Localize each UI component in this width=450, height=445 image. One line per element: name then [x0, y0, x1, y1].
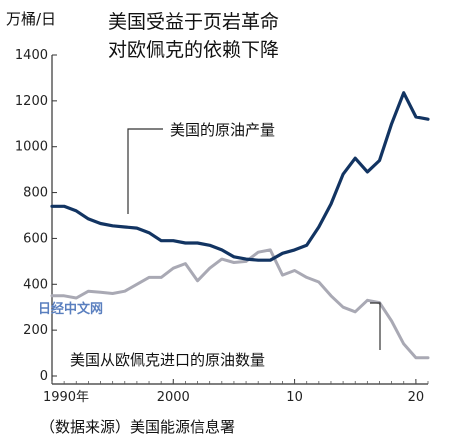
y-tick-label: 1000: [15, 140, 48, 155]
series-line-opec-imports: [50, 248, 430, 360]
y-tick-label: 1200: [15, 94, 48, 109]
annotation-imports: 美国从欧佩克进口的原油数量: [70, 351, 265, 369]
y-tick-label: 800: [23, 186, 48, 201]
series-line-production: [50, 91, 430, 262]
y-tick-label: 200: [23, 323, 48, 338]
x-tick-label: 10: [286, 390, 303, 405]
annotation-layer: 美国的原油产量 美国从欧佩克进口的原油数量: [70, 121, 381, 369]
source-note: （数据来源）美国能源信息署: [40, 418, 235, 436]
annotation-leader-imports: [370, 302, 381, 350]
chart-title-line-2: 对欧佩克的依赖下降: [108, 39, 279, 61]
y-tick-label: 400: [23, 277, 48, 292]
x-tick-label: 2000: [157, 390, 190, 405]
x-tick-label: 20: [408, 390, 425, 405]
x-tick-label: 1990年: [43, 390, 89, 405]
annotation-production: 美国的原油产量: [170, 121, 275, 139]
y-unit-label: 万桶/日: [6, 10, 56, 28]
axes: 0 200 400 600 800 1000 1200 1400 1990年 2000 10 20: [15, 48, 429, 405]
series-layer: [50, 91, 430, 360]
y-tick-label: 1400: [15, 48, 48, 63]
annotation-leader-production: [127, 128, 163, 214]
chart-title-line-1: 美国受益于页岩革命: [108, 11, 279, 33]
y-tick-label: 600: [23, 231, 48, 246]
watermark: 日经中文网: [38, 301, 103, 317]
y-tick-label: 0: [40, 369, 48, 384]
